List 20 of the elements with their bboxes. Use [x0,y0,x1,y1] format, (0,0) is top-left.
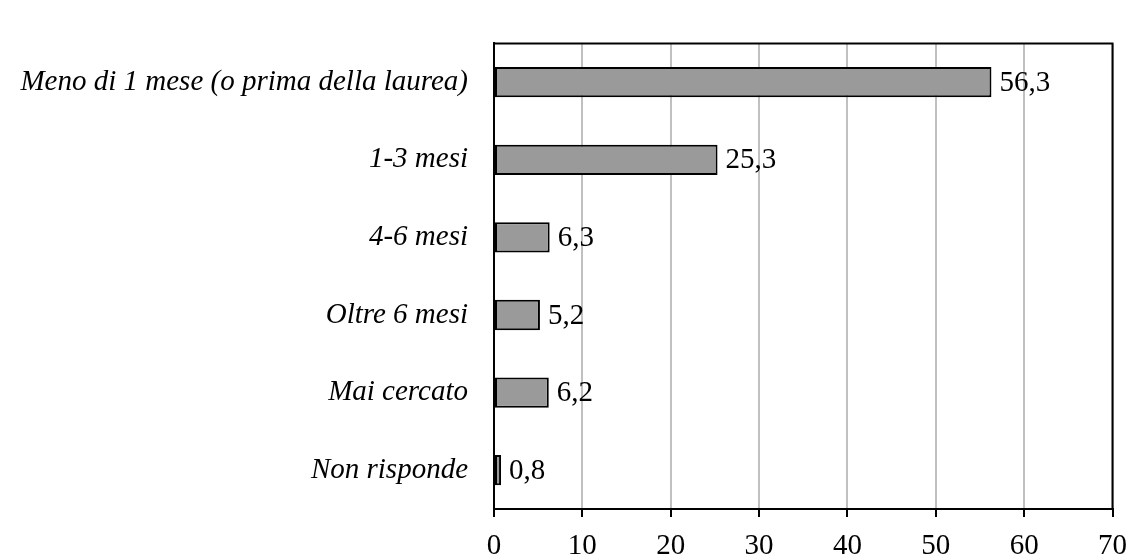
data-label: 5,2 [547,297,585,330]
x-tick-label: 0 [486,528,502,560]
data-label: 0,8 [509,452,546,485]
y-tick-label: 1-3 mesi [368,141,468,174]
x-tick-label: 50 [921,528,951,560]
x-tick-label: 70 [1098,528,1127,560]
x-tick-label: 60 [1009,528,1039,560]
y-tick-label: Mai cercato [327,374,468,407]
y-tick-label: 4-6 mesi [368,219,468,252]
data-label: 56,3 [999,64,1051,97]
x-tick-label: 20 [656,528,686,560]
y-tick-label: Meno di 1 mese (o prima della laurea) [19,63,468,97]
x-tick-label: 10 [567,528,597,560]
y-tick-label: Oltre 6 mesi [325,296,468,329]
data-label: 6,2 [556,375,594,408]
data-label: 6,3 [557,220,594,253]
x-tick-label: 40 [832,528,862,560]
y-tick-label: Non risponde [309,451,469,484]
data-label: 25,3 [725,142,777,175]
x-tick-label: 30 [744,528,774,560]
